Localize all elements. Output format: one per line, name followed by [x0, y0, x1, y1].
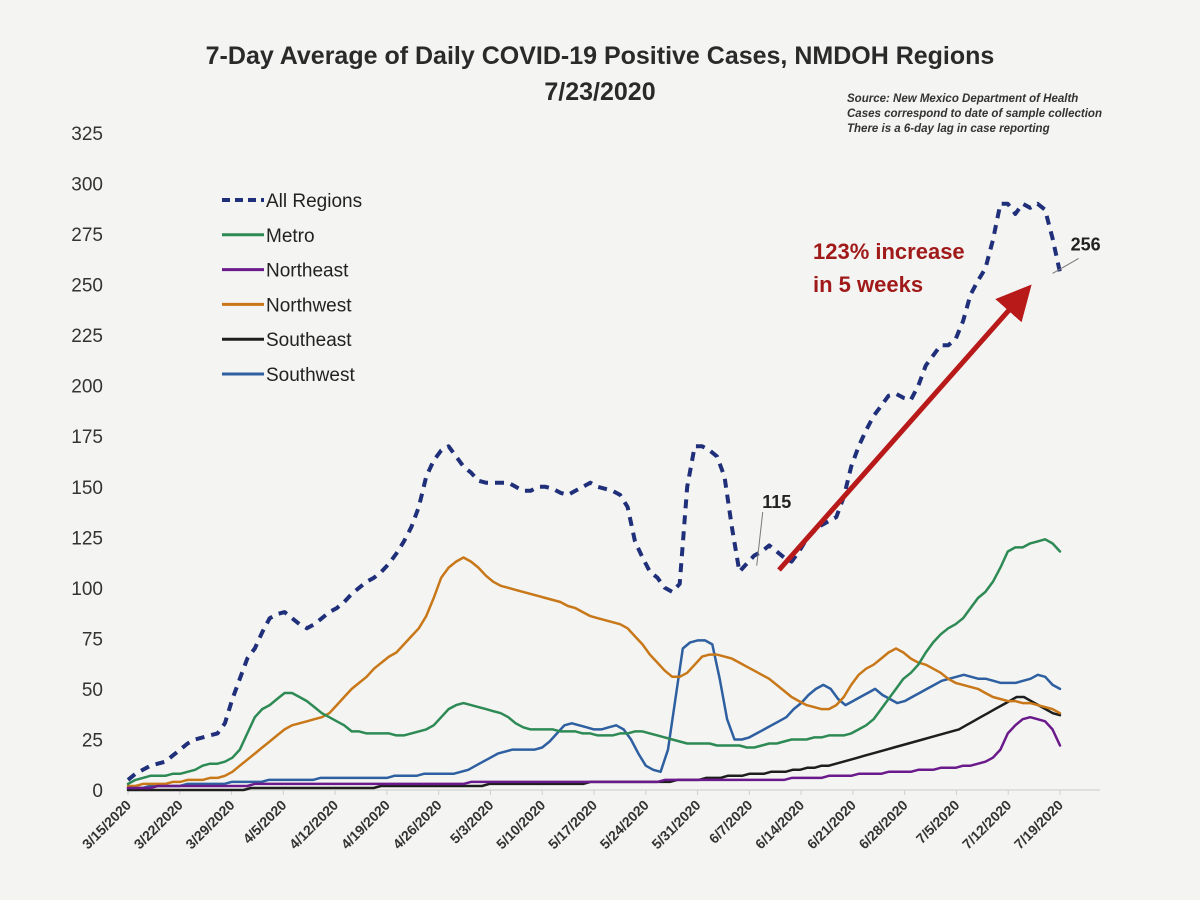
legend-label: All Regions: [266, 191, 362, 212]
x-tick-label: 5/24/2020: [597, 797, 653, 853]
x-tick-label: 7/5/2020: [913, 797, 963, 847]
x-tick-label: 3/29/2020: [182, 797, 238, 853]
x-tick-label: 6/14/2020: [752, 797, 808, 853]
series-line-northeast: [126, 715, 1062, 790]
y-tick-label: 200: [71, 377, 103, 398]
y-tick-label: 25: [82, 730, 103, 751]
x-tick-label: 6/28/2020: [855, 797, 911, 853]
y-tick-label: 0: [92, 781, 103, 802]
legend-label: Metro: [266, 226, 315, 247]
y-tick-label: 50: [82, 680, 103, 701]
chart-title: 7-Day Average of Daily COVID-19 Positive…: [205, 42, 995, 70]
x-tick-label: 3/22/2020: [131, 797, 187, 853]
lag-note-line: There is a 6-day lag in case reporting: [847, 123, 1050, 135]
chart-subtitle: 7/23/2020: [544, 78, 656, 106]
annotation-115-leader: [756, 511, 764, 566]
y-tick-label: 125: [71, 528, 103, 549]
annotation-increase-line1: 123% increase: [813, 239, 965, 264]
legend-label: Southeast: [266, 330, 352, 351]
y-tick-label: 100: [71, 579, 103, 600]
y-tick-label: 150: [71, 478, 103, 499]
trend-arrow: [777, 284, 1032, 572]
annotation-256-leader: [1052, 258, 1079, 274]
y-tick-label: 325: [71, 124, 103, 145]
source-notes: Source: New Mexico Department of Health …: [847, 92, 1102, 137]
sample-note-line: Cases correspond to date of sample colle…: [847, 108, 1102, 120]
x-tick-label: 5/3/2020: [447, 797, 497, 847]
y-tick-label: 75: [82, 629, 103, 650]
x-tick-label: 4/26/2020: [389, 797, 445, 853]
x-tick-label: 5/31/2020: [648, 797, 704, 853]
x-tick-label: 7/12/2020: [959, 797, 1015, 853]
y-tick-label: 275: [71, 225, 103, 246]
y-tick-label: 225: [71, 326, 103, 347]
y-tick-label: 250: [71, 276, 103, 297]
x-tick-label: 6/7/2020: [706, 797, 756, 847]
x-tick-label: 4/19/2020: [338, 797, 394, 853]
x-tick-label: 4/12/2020: [286, 797, 342, 853]
series-line-northwest: [126, 556, 1062, 788]
x-tick-label: 6/21/2020: [804, 797, 860, 853]
legend-label: Northeast: [266, 261, 349, 282]
annotation-115-label: 115: [762, 492, 791, 512]
series-line-metro: [126, 538, 1062, 786]
x-tick-label: 5/17/2020: [545, 797, 601, 853]
series-line-southwest: [126, 639, 1062, 790]
legend-label: Northwest: [266, 295, 352, 316]
y-tick-label: 175: [71, 427, 103, 448]
x-tick-label: 7/19/2020: [1011, 797, 1067, 853]
legend-label: Southwest: [266, 365, 355, 386]
x-tick-label: 3/15/2020: [79, 797, 135, 853]
series-line-all-regions: [126, 201, 1062, 782]
source-line: Source: New Mexico Department of Health: [847, 93, 1079, 105]
x-tick-label: 5/10/2020: [493, 797, 549, 853]
annotation-256-label: 256: [1071, 234, 1101, 254]
annotation-increase-line2: in 5 weeks: [813, 272, 923, 297]
x-tick-label: 4/5/2020: [240, 797, 290, 847]
y-tick-label: 300: [71, 175, 103, 196]
